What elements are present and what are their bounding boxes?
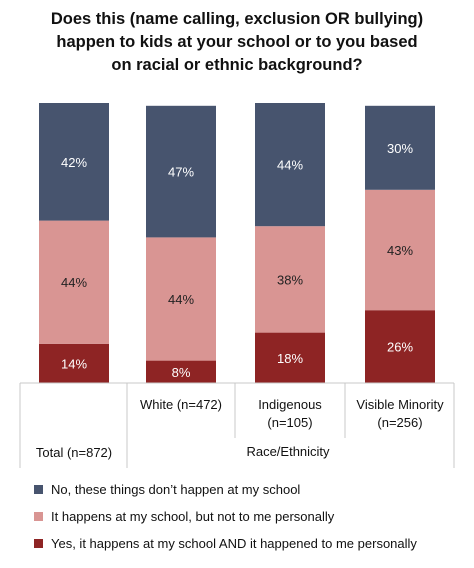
data-label-3-cat-2: 47% — [168, 165, 194, 180]
legend-swatch-1 — [34, 485, 43, 494]
legend-item-1: No, these things don’t happen at my scho… — [34, 482, 300, 497]
bar-segment-3-cat-4 — [365, 105, 435, 190]
data-label-1-cat-3: 18% — [277, 351, 303, 366]
bar-segment-1-cat-4 — [365, 310, 435, 383]
bar-segment-2-cat-3 — [255, 226, 325, 333]
bar-segment-2-cat-2 — [146, 237, 216, 361]
bar-segment-2-cat-1 — [39, 220, 109, 344]
data-label-1-cat-1: 14% — [61, 356, 87, 371]
data-label-2-cat-1: 44% — [61, 275, 87, 290]
data-label-1-cat-2: 8% — [172, 365, 191, 380]
chart-title: Does this (name calling, exclusion OR bu… — [0, 8, 474, 77]
legend-label-1: No, these things don’t happen at my scho… — [51, 482, 301, 497]
chart-title-line-3: on racial or ethnic background? — [111, 56, 363, 74]
category-label-3-line-1: Indigenous — [258, 397, 322, 412]
category-label-1: Total (n=872) — [24, 444, 124, 462]
bar-segment-1-cat-1 — [39, 343, 109, 383]
chart-title-line-2: happen to kids at your school or to you … — [56, 33, 418, 51]
legend-label-3: Yes, it happens at my school AND it happ… — [51, 536, 417, 551]
bar-segment-3-cat-2 — [146, 105, 216, 238]
data-label-3-cat-4: 30% — [387, 141, 413, 156]
legend-item-3: Yes, it happens at my school AND it happ… — [34, 536, 417, 551]
data-label-2-cat-3: 38% — [277, 272, 303, 287]
category-label-4-line-1: Visible Minority — [356, 397, 444, 412]
category-label-3: Indigenous (n=105) — [236, 396, 344, 432]
data-label-3-cat-3: 44% — [277, 158, 303, 173]
data-label-2-cat-2: 44% — [168, 292, 194, 307]
category-label-4: Visible Minority (n=256) — [335, 396, 465, 432]
data-label-3-cat-1: 42% — [61, 155, 87, 170]
bar-segment-3-cat-3 — [255, 103, 325, 227]
legend-swatch-3 — [34, 539, 43, 548]
group-label-race-ethnicity: Race/Ethnicity — [246, 444, 330, 459]
chart-title-line-1: Does this (name calling, exclusion OR bu… — [50, 10, 424, 28]
data-label-2-cat-4: 43% — [387, 243, 413, 258]
legend-label-2: It happens at my school, but not to me p… — [51, 509, 335, 524]
category-label-1-line-1: Total (n=872) — [35, 445, 113, 460]
category-label-4-line-2: (n=256) — [377, 415, 423, 430]
category-label-3-line-2: (n=105) — [267, 415, 313, 430]
bar-segment-3-cat-1 — [39, 103, 109, 221]
bar-segment-1-cat-3 — [255, 332, 325, 383]
bar-segment-1-cat-2 — [146, 360, 216, 383]
category-label-2: White (n=472) — [127, 396, 235, 414]
legend-item-2: It happens at my school, but not to me p… — [34, 509, 334, 524]
category-label-2-line-1: White (n=472) — [139, 397, 222, 412]
data-label-1-cat-4: 26% — [387, 340, 413, 355]
bar-segment-2-cat-4 — [365, 189, 435, 311]
legend-swatch-2 — [34, 512, 43, 521]
